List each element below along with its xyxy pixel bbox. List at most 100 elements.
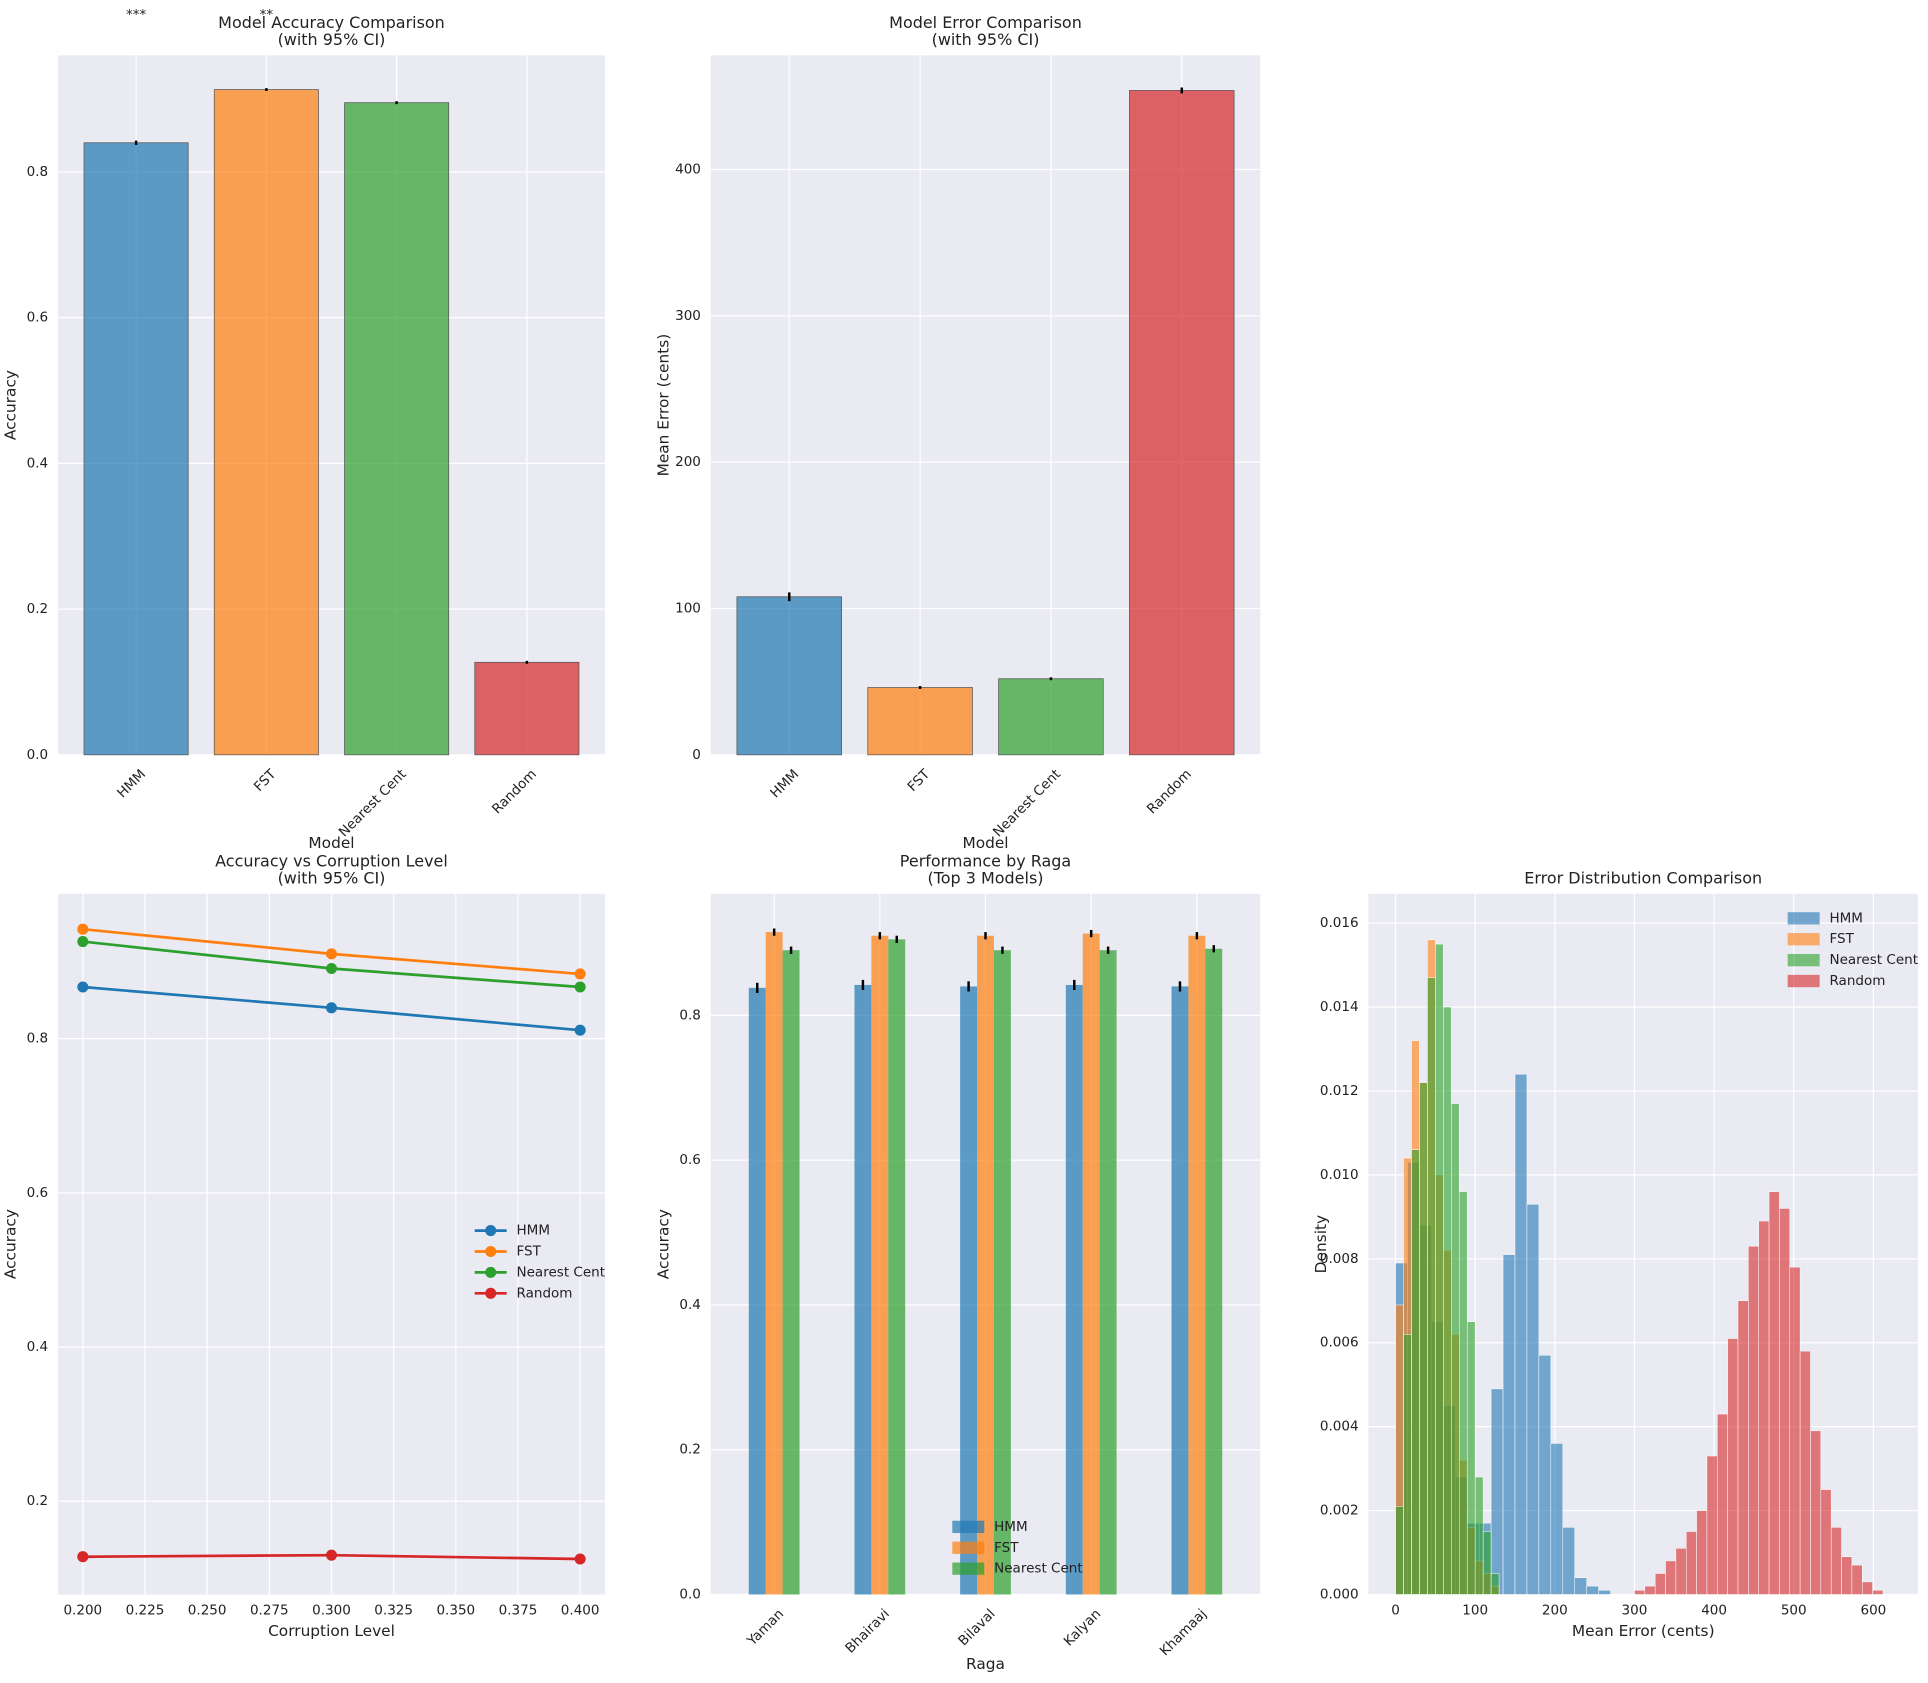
x-tick-label: Nearest Cent	[990, 766, 1064, 840]
x-tick-label: 0.225	[126, 1602, 165, 1618]
histogram-bar	[1861, 1581, 1873, 1595]
x-tick-label: 0.350	[436, 1602, 475, 1618]
x-tick-label: Bhairavi	[842, 1606, 893, 1657]
histogram-bar	[1443, 1006, 1452, 1595]
x-tick-label: 0.200	[63, 1602, 102, 1618]
bar	[782, 950, 800, 1595]
histogram-bar	[1451, 1103, 1460, 1595]
x-tick-label: 300	[1622, 1602, 1648, 1618]
x-tick-label: Bilaval	[955, 1606, 998, 1649]
x-tick-label: HMM	[114, 766, 149, 801]
legend-swatch	[952, 1541, 985, 1554]
legend-label: Nearest Cent	[1829, 952, 1918, 968]
histogram-bar	[1526, 1204, 1540, 1595]
marker	[325, 1549, 338, 1561]
histogram-bar	[1717, 1413, 1728, 1595]
bar	[998, 678, 1104, 756]
x-tick-label: 400	[1701, 1602, 1727, 1618]
legend-label: FST	[1829, 931, 1854, 947]
histogram-bar	[1634, 1590, 1646, 1595]
bar	[1082, 933, 1100, 1595]
chart-title: Performance by Raga	[900, 851, 1071, 870]
legend-swatch	[1787, 974, 1820, 988]
histogram-bar	[1562, 1527, 1575, 1595]
legend-swatch	[952, 1520, 985, 1534]
bar	[1099, 950, 1117, 1595]
y-tick-label: 100	[675, 600, 701, 616]
x-tick-label: Kalyan	[1061, 1606, 1104, 1649]
legend-label: Nearest Cent	[994, 1561, 1083, 1577]
histogram-bar	[1598, 1590, 1611, 1595]
x-tick-label: Random	[489, 766, 540, 817]
y-tick-label: 0.0	[679, 1586, 701, 1602]
x-axis-label: Model	[308, 834, 354, 852]
x-tick-label: FST	[905, 766, 934, 795]
marker	[574, 1024, 586, 1036]
marker	[77, 1551, 89, 1563]
histogram-bar	[1685, 1531, 1697, 1595]
histogram-bar	[1550, 1443, 1564, 1595]
marker	[325, 962, 338, 975]
legend-label: Random	[1829, 973, 1885, 989]
chart-title: (with 95% CI)	[278, 868, 386, 887]
x-tick-label: Nearest Cent	[336, 766, 410, 840]
bar	[977, 935, 994, 1595]
y-tick-label: 0.6	[27, 310, 49, 326]
y-tick-label: 0.014	[1320, 999, 1359, 1015]
histogram-bar	[1789, 1266, 1801, 1595]
marker	[574, 968, 586, 980]
histogram-bar	[1665, 1560, 1677, 1595]
histogram-bar	[1644, 1585, 1656, 1595]
marker	[77, 936, 89, 948]
y-tick-label: 0.8	[27, 164, 49, 180]
legend-swatch	[1787, 953, 1820, 967]
x-tick-label: Yaman	[744, 1606, 788, 1650]
y-tick-label: 0.000	[1320, 1586, 1359, 1602]
y-tick-label: 300	[675, 308, 701, 324]
legend-swatch	[952, 1562, 985, 1575]
histogram-bar	[1675, 1548, 1687, 1595]
bar	[765, 932, 783, 1595]
histogram-bar	[1779, 1208, 1791, 1595]
legend-marker	[485, 1266, 497, 1278]
bar	[344, 102, 450, 756]
chart-title: (with 95% CI)	[278, 30, 386, 49]
y-tick-label: 0.2	[27, 1493, 49, 1509]
x-tick-label: HMM	[767, 766, 802, 801]
bar	[736, 596, 842, 756]
histogram-bar	[1727, 1338, 1739, 1595]
bar	[871, 935, 889, 1595]
y-tick-label: 0.4	[27, 1339, 49, 1355]
bar	[867, 687, 973, 756]
y-tick-label: 0.4	[679, 1297, 701, 1313]
bar	[1188, 935, 1206, 1595]
histogram-bar	[1502, 1254, 1516, 1595]
bar	[748, 987, 766, 1595]
histogram-bar	[1395, 1506, 1404, 1595]
bar	[213, 89, 319, 756]
histogram-bar	[1459, 1191, 1468, 1595]
marker	[325, 948, 338, 960]
histogram-bar	[1841, 1556, 1853, 1595]
y-tick-label: 400	[675, 161, 701, 177]
bar	[1065, 984, 1083, 1595]
y-tick-label: 0.008	[1320, 1251, 1359, 1267]
histogram-bar	[1654, 1573, 1666, 1595]
marker	[574, 1553, 586, 1565]
legend-label: HMM	[517, 1223, 551, 1239]
bar	[1205, 948, 1223, 1595]
histogram-bar	[1810, 1430, 1822, 1595]
x-tick-label: 100	[1462, 1602, 1488, 1618]
legend-marker	[485, 1225, 497, 1237]
bar	[960, 986, 978, 1595]
x-tick-label: Random	[1144, 766, 1195, 817]
y-tick-label: 0.004	[1320, 1419, 1359, 1435]
y-tick-label: 0.8	[27, 1031, 49, 1047]
y-tick-label: 200	[675, 454, 701, 470]
y-tick-label: 0.6	[679, 1152, 701, 1168]
histogram-bar	[1514, 1073, 1528, 1595]
histogram-bar	[1538, 1355, 1552, 1595]
bar	[1129, 90, 1235, 756]
x-tick-label: Khamaaj	[1157, 1606, 1210, 1659]
